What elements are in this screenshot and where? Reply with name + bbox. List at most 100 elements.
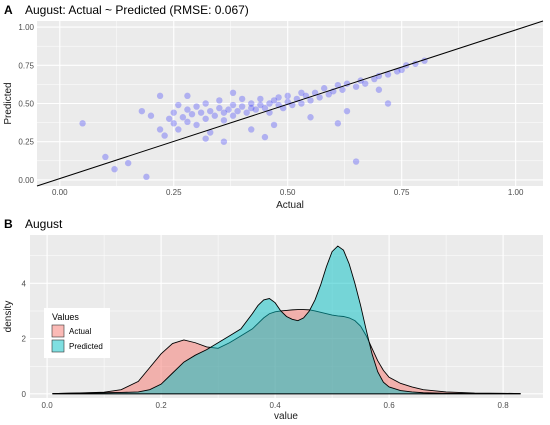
panel-a-x-axis-title: Actual: [276, 200, 304, 211]
y-tick-label: 0: [22, 390, 27, 399]
scatter-point: [316, 94, 323, 101]
scatter-point: [243, 109, 250, 116]
scatter-point: [325, 91, 332, 98]
scatter-point: [170, 120, 177, 127]
scatter-point: [270, 121, 278, 129]
scatter-point: [248, 104, 255, 112]
scatter-point: [188, 110, 196, 118]
x-tick-label: 0.2: [156, 401, 168, 410]
scatter-point: [220, 138, 228, 145]
scatter-point: [143, 173, 150, 181]
scatter-point: [175, 101, 182, 109]
scatter-point: [138, 107, 146, 115]
scatter-point: [298, 100, 305, 107]
panel-b: B August 0.0 0.2 0.4 0.6 0.8 0 2 4 value densi…: [3, 217, 543, 422]
y-tick-label: 2: [22, 335, 27, 344]
scatter-point: [270, 97, 278, 104]
x-tick-label: 0.6: [384, 401, 396, 410]
scatter-point: [307, 114, 314, 121]
scatter-point: [202, 100, 209, 107]
scatter-point: [298, 89, 305, 97]
scatter-point: [124, 159, 132, 167]
scatter-point: [261, 133, 269, 141]
scatter-point: [371, 75, 378, 83]
scatter-point: [193, 103, 200, 110]
scatter-point: [179, 114, 187, 121]
scatter-point: [248, 100, 255, 107]
scatter-point: [229, 89, 237, 97]
scatter-point: [161, 132, 168, 139]
scatter-point: [197, 109, 205, 116]
scatter-point: [343, 107, 351, 115]
panel-a: A August: Actual ~ Predicted (RMSE: 0.06…: [3, 3, 544, 211]
scatter-point: [79, 120, 86, 127]
scatter-point: [184, 106, 191, 113]
panel-b-y-tick-labels: 0 2 4: [22, 279, 27, 399]
panel-a-tag: A: [4, 3, 13, 17]
scatter-point: [184, 92, 191, 100]
scatter-point: [229, 101, 237, 109]
density-area-predicted: [52, 245, 521, 395]
y-tick-label: 0.75: [18, 61, 34, 70]
legend: Values Actual Predicted: [44, 308, 110, 358]
panel-b-x-tick-labels: 0.0 0.2 0.4 0.6 0.8: [42, 401, 510, 410]
scatter-point: [248, 126, 255, 133]
scatter-point: [102, 153, 109, 161]
legend-title: Values: [52, 312, 79, 322]
legend-label-actual: Actual: [69, 327, 91, 336]
y-tick-label: 1.00: [18, 23, 34, 32]
scatter-point: [238, 95, 246, 103]
scatter-point: [229, 112, 237, 119]
panel-b-y-axis-title: density: [3, 301, 14, 333]
y-tick-label: 0.00: [18, 176, 34, 185]
scatter-point: [220, 109, 228, 116]
scatter-point: [207, 129, 214, 136]
scatter-point: [220, 117, 228, 124]
scatter-point: [216, 97, 223, 104]
scatter-point: [393, 68, 401, 75]
scatter-point: [211, 112, 218, 119]
panel-a-y-tick-labels: 0.00 0.25 0.50 0.75 1.00: [18, 23, 34, 185]
x-tick-label: 0.0: [42, 401, 54, 410]
scatter-point: [170, 109, 177, 116]
scatter-point: [252, 106, 260, 113]
x-tick-label: 0.25: [166, 188, 182, 197]
identity-line: [36, 20, 544, 187]
x-tick-label: 0.4: [270, 401, 282, 410]
scatter-point: [234, 107, 241, 115]
panel-b-x-axis-title: value: [274, 411, 298, 422]
scatter-point: [307, 97, 314, 104]
x-tick-label: 0.8: [498, 401, 510, 410]
scatter-point: [362, 80, 369, 87]
scatter-point: [225, 106, 232, 113]
scatter-point: [257, 101, 264, 109]
scatter-point: [384, 100, 392, 107]
scatter-point: [184, 118, 191, 126]
scatter-point: [352, 158, 360, 165]
y-tick-label: 4: [22, 279, 27, 288]
panel-a-y-axis-title: Predicted: [3, 82, 14, 124]
scatter-point: [156, 92, 164, 100]
scatter-point: [266, 100, 273, 107]
scatter-point: [165, 115, 173, 122]
scatter-point: [207, 107, 214, 115]
scatter-point: [202, 115, 209, 122]
scatter-point: [193, 121, 200, 129]
scatter-point: [156, 126, 164, 133]
panel-a-title: August: Actual ~ Predicted (RMSE: 0.067): [25, 3, 249, 17]
x-tick-label: 0.50: [280, 188, 296, 197]
panel-a-gridlines: [37, 21, 543, 186]
scatter-point: [339, 86, 346, 93]
scatter-point: [202, 135, 209, 142]
panel-b-title: August: [25, 217, 63, 231]
scatter-point: [334, 120, 342, 127]
scatter-point: [147, 112, 155, 119]
x-tick-label: 0.00: [52, 188, 68, 197]
scatter-point: [320, 85, 328, 92]
scatter-point: [238, 103, 246, 110]
panel-b-tag: B: [4, 217, 13, 231]
scatter-point: [257, 95, 264, 103]
scatter-point: [216, 104, 223, 112]
panel-b-density-areas: [52, 245, 521, 395]
